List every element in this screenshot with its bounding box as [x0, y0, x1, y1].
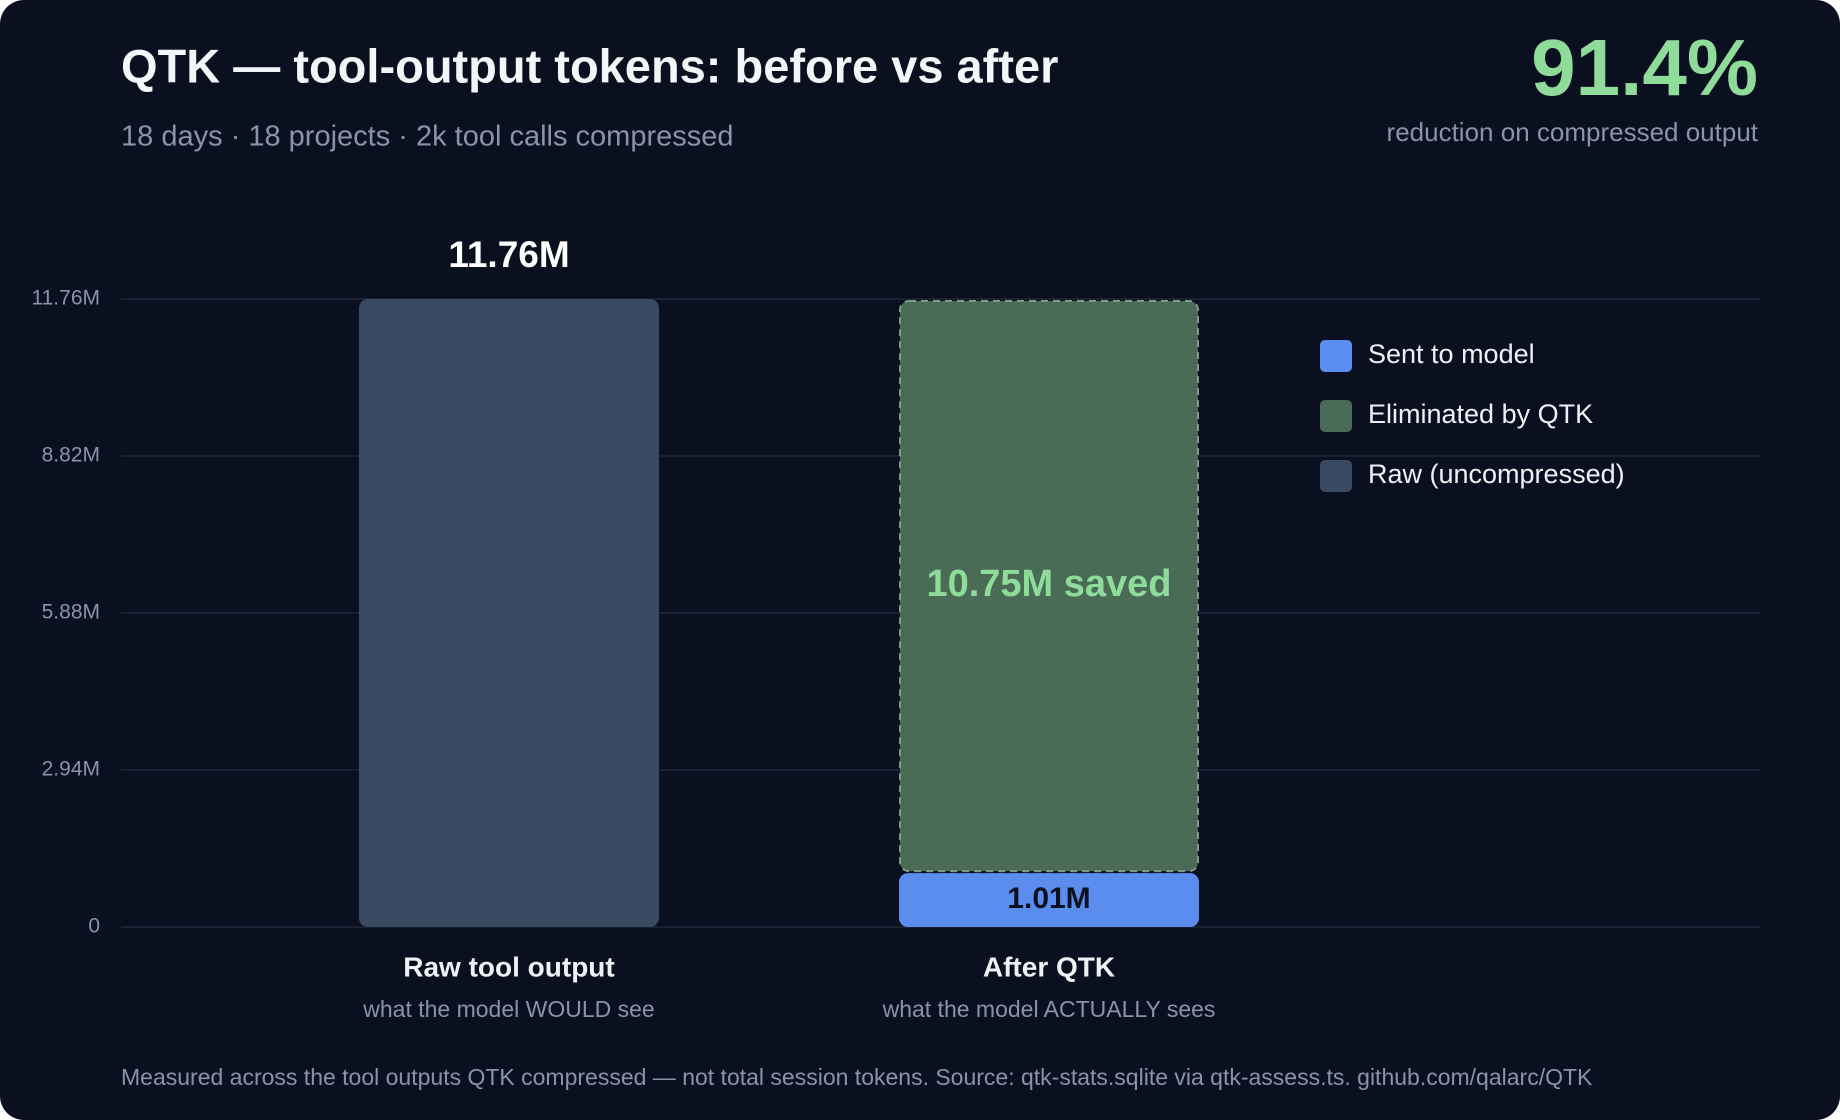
- bar-segment: [899, 300, 1199, 873]
- legend-label: Eliminated by QTK: [1368, 399, 1593, 429]
- chart-subtitle: 18 days · 18 projects · 2k tool calls co…: [121, 121, 734, 153]
- footnote: Measured across the tool outputs QTK com…: [121, 1064, 1593, 1090]
- x-tick-note: what the model WOULD see: [362, 996, 654, 1022]
- x-tick-note: what the model ACTUALLY sees: [882, 996, 1216, 1022]
- value-label: 11.76M: [448, 234, 569, 275]
- y-tick-label: 0: [88, 915, 100, 938]
- legend-swatch: [1320, 340, 1352, 372]
- y-tick-label: 2.94M: [42, 758, 100, 781]
- x-tick-label: Raw tool output: [403, 951, 615, 982]
- y-tick-label: 8.82M: [42, 444, 100, 467]
- legend-label: Raw (uncompressed): [1368, 459, 1625, 489]
- value-label: 1.01M: [1007, 882, 1090, 915]
- bar-segment: [899, 873, 1199, 927]
- headline-stat-label: reduction on compressed output: [1387, 117, 1759, 147]
- value-label: 10.75M saved: [926, 563, 1171, 605]
- y-tick-label: 5.88M: [42, 601, 100, 624]
- headline-stat: 91.4%: [1531, 23, 1758, 112]
- bar-segment: [359, 299, 659, 927]
- x-tick-label: After QTK: [983, 951, 1115, 982]
- legend-swatch: [1320, 400, 1352, 432]
- legend-swatch: [1320, 460, 1352, 492]
- legend-label: Sent to model: [1368, 339, 1535, 369]
- y-tick-label: 11.76M: [32, 287, 101, 310]
- chart-title: QTK — tool-output tokens: before vs afte…: [121, 39, 1058, 92]
